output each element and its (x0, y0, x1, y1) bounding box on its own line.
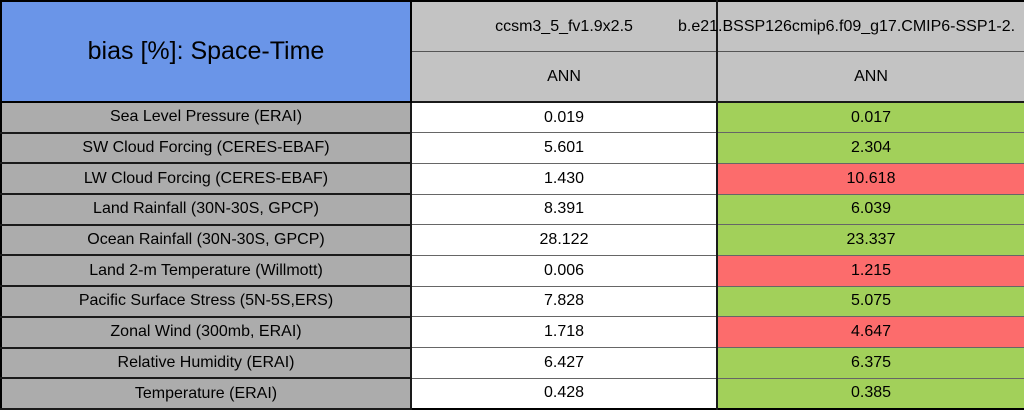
value-cell-plain: 1.718 (410, 316, 717, 348)
value-cell-plain: 0.019 (410, 101, 717, 134)
value-cell-worse: 4.647 (716, 316, 1024, 348)
value-cell-plain: 7.828 (410, 285, 717, 318)
model-header-1-label: ccsm3_5_fv1.9x2.5 (495, 17, 633, 35)
value-cell-plain: 0.428 (410, 377, 717, 410)
row-label: Sea Level Pressure (ERAI) (1, 101, 412, 134)
model-header-2: b.e21.BSSP126cmip6.f09_g17.CMIP6-SSP1-2. (678, 1, 1024, 52)
model-header-row: bias [%]: Space-Time ccsm3_5_fv1.9x2.5 b… (0, 0, 1024, 103)
table-row: Sea Level Pressure (ERAI) 0.019 0.017 (1, 101, 1024, 134)
value-cell-plain: 1.430 (410, 162, 717, 195)
row-label: LW Cloud Forcing (CERES-EBAF) (1, 162, 412, 196)
table-row: Land 2-m Temperature (Willmott) 0.006 1.21… (1, 254, 1024, 288)
table-row: Relative Humidity (ERAI) 6.427 6.375 (1, 346, 1024, 380)
row-label: Relative Humidity (ERAI) (1, 346, 412, 380)
row-label: Ocean Rainfall (30N-30S, GPCP) (1, 223, 412, 257)
row-label: Land 2-m Temperature (Willmott) (1, 254, 412, 288)
value-cell-plain: 8.391 (410, 193, 717, 226)
value-cell-plain: 6.427 (410, 347, 717, 379)
table-row: Zonal Wind (300mb, ERAI) 1.718 4.647 (1, 315, 1024, 349)
season-header-row: ANN ANN (1, 51, 1024, 103)
table-row: Temperature (ERAI) 0.428 0.385 (1, 377, 1024, 410)
season-header-1: ANN (410, 51, 717, 103)
row-label: Zonal Wind (300mb, ERAI) (1, 315, 412, 349)
table-row: SW Cloud Forcing (CERES-EBAF) 5.601 2.304 (1, 131, 1024, 165)
table-row: Pacific Surface Stress (5N-5S,ERS) 7.828 5… (1, 285, 1024, 318)
value-cell-better: 6.375 (716, 347, 1024, 379)
table-title: bias [%]: Space-Time (0, 0, 412, 103)
value-cell-plain: 28.122 (410, 224, 717, 256)
value-cell-better: 0.385 (716, 377, 1024, 410)
value-cell-worse: 10.618 (716, 162, 1024, 195)
value-cell-worse: 1.215 (716, 254, 1024, 287)
value-cell-better: 2.304 (716, 132, 1024, 164)
row-label: Pacific Surface Stress (5N-5S,ERS) (1, 285, 412, 318)
row-label: SW Cloud Forcing (CERES-EBAF) (1, 131, 412, 165)
value-cell-plain: 5.601 (410, 132, 717, 164)
table-row: Ocean Rainfall (30N-30S, GPCP) 28.122 23.3… (1, 223, 1024, 257)
season-header-2: ANN (716, 51, 1024, 103)
table-row: Land Rainfall (30N-30S, GPCP) 8.391 6.039 (1, 193, 1024, 226)
value-cell-plain: 0.006 (410, 254, 717, 287)
value-cell-better: 0.017 (716, 101, 1024, 134)
value-cell-better: 23.337 (716, 224, 1024, 256)
row-label: Temperature (ERAI) (1, 377, 412, 410)
table-row: LW Cloud Forcing (CERES-EBAF) 1.430 10.618 (1, 162, 1024, 196)
model-header-2-label: b.e21.BSSP126cmip6.f09_g17.CMIP6-SSP1-2. (678, 17, 1016, 35)
value-cell-better: 5.075 (716, 285, 1024, 318)
model-header-1: ccsm3_5_fv1.9x2.5 (410, 1, 717, 52)
value-cell-better: 6.039 (716, 193, 1024, 226)
row-label: Land Rainfall (30N-30S, GPCP) (1, 193, 412, 226)
